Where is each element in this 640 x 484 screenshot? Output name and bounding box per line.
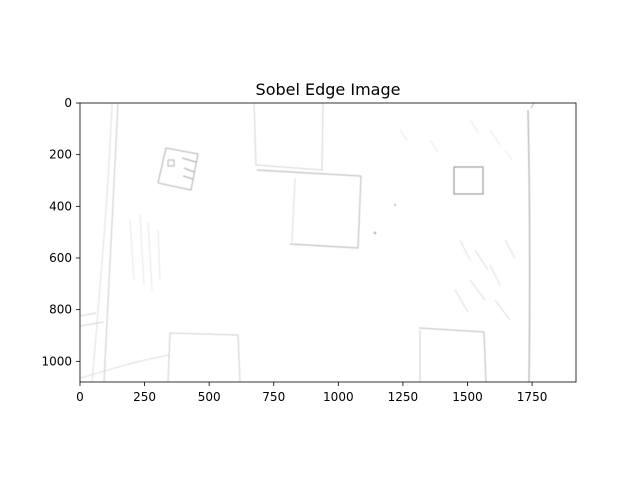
x-tick-label: 1500 — [452, 390, 483, 404]
edge-line — [167, 332, 241, 382]
edge-line — [80, 312, 105, 327]
chart-title: Sobel Edge Image — [256, 80, 401, 99]
edge-image — [80, 103, 535, 382]
x-axis: 0 250 500 750 1000 1250 1500 1750 — [76, 382, 547, 404]
x-tick-label: 1750 — [517, 390, 548, 404]
x-tick-label: 500 — [198, 390, 221, 404]
y-tick-label: 0 — [64, 96, 72, 110]
x-tick-label: 1250 — [388, 390, 419, 404]
edge-texture — [399, 119, 513, 161]
edge-line — [530, 103, 535, 109]
y-tick-label: 200 — [49, 148, 72, 162]
y-tick-label: 600 — [49, 251, 72, 265]
edge-marker — [167, 159, 175, 167]
edge-line — [256, 169, 362, 249]
y-tick-label: 800 — [49, 303, 72, 317]
x-tick-label: 0 — [76, 390, 84, 404]
x-tick-label: 750 — [262, 390, 285, 404]
x-tick-label: 250 — [133, 390, 156, 404]
image-plot-area — [80, 103, 576, 382]
edge-texture — [454, 239, 516, 321]
edge-line — [253, 103, 324, 171]
image-background — [80, 103, 576, 382]
edge-line — [527, 109, 531, 382]
edge-line — [418, 327, 487, 382]
edge-line — [291, 177, 296, 243]
edge-line — [80, 354, 171, 379]
edge-line — [181, 157, 197, 180]
edge-dot — [393, 203, 396, 206]
y-axis: 0 200 400 600 800 1000 — [41, 96, 80, 368]
y-tick-label: 400 — [49, 199, 72, 213]
edge-line — [91, 103, 113, 382]
edge-marker — [453, 166, 484, 195]
edge-texture — [129, 214, 161, 291]
edge-dot — [373, 231, 377, 235]
edge-line — [103, 103, 119, 382]
axes-frame — [79, 102, 577, 383]
x-tick-label: 1000 — [323, 390, 354, 404]
edge-line — [157, 147, 199, 191]
y-tick-label: 1000 — [41, 354, 72, 368]
